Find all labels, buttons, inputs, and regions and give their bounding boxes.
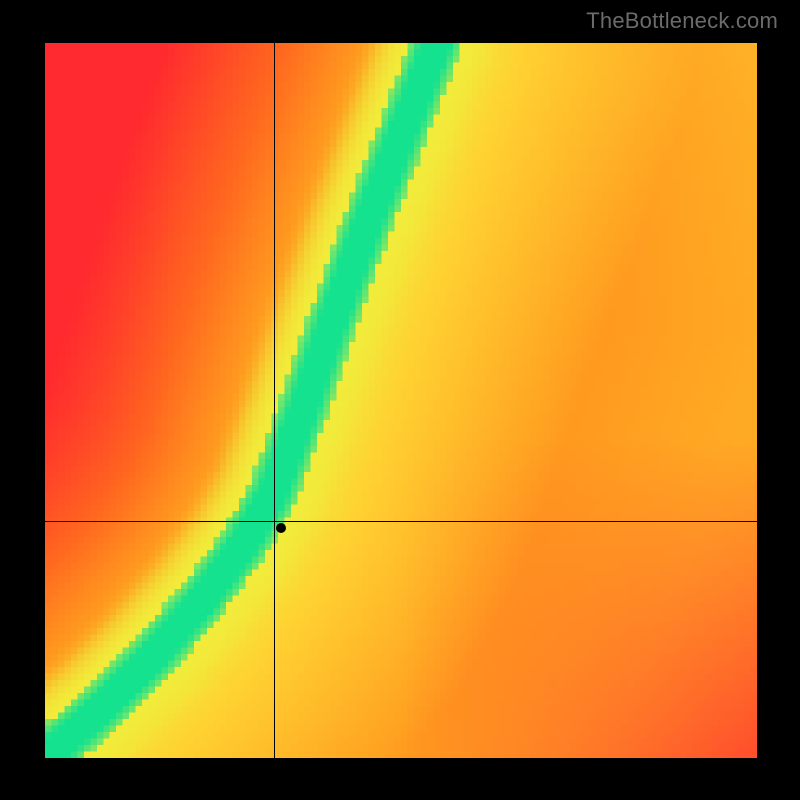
- crosshair-marker: [276, 523, 286, 533]
- crosshair-vertical: [274, 43, 275, 758]
- crosshair-horizontal: [45, 521, 757, 522]
- watermark-text: TheBottleneck.com: [586, 8, 778, 34]
- heatmap-plot: [45, 43, 757, 758]
- heatmap-canvas: [45, 43, 757, 758]
